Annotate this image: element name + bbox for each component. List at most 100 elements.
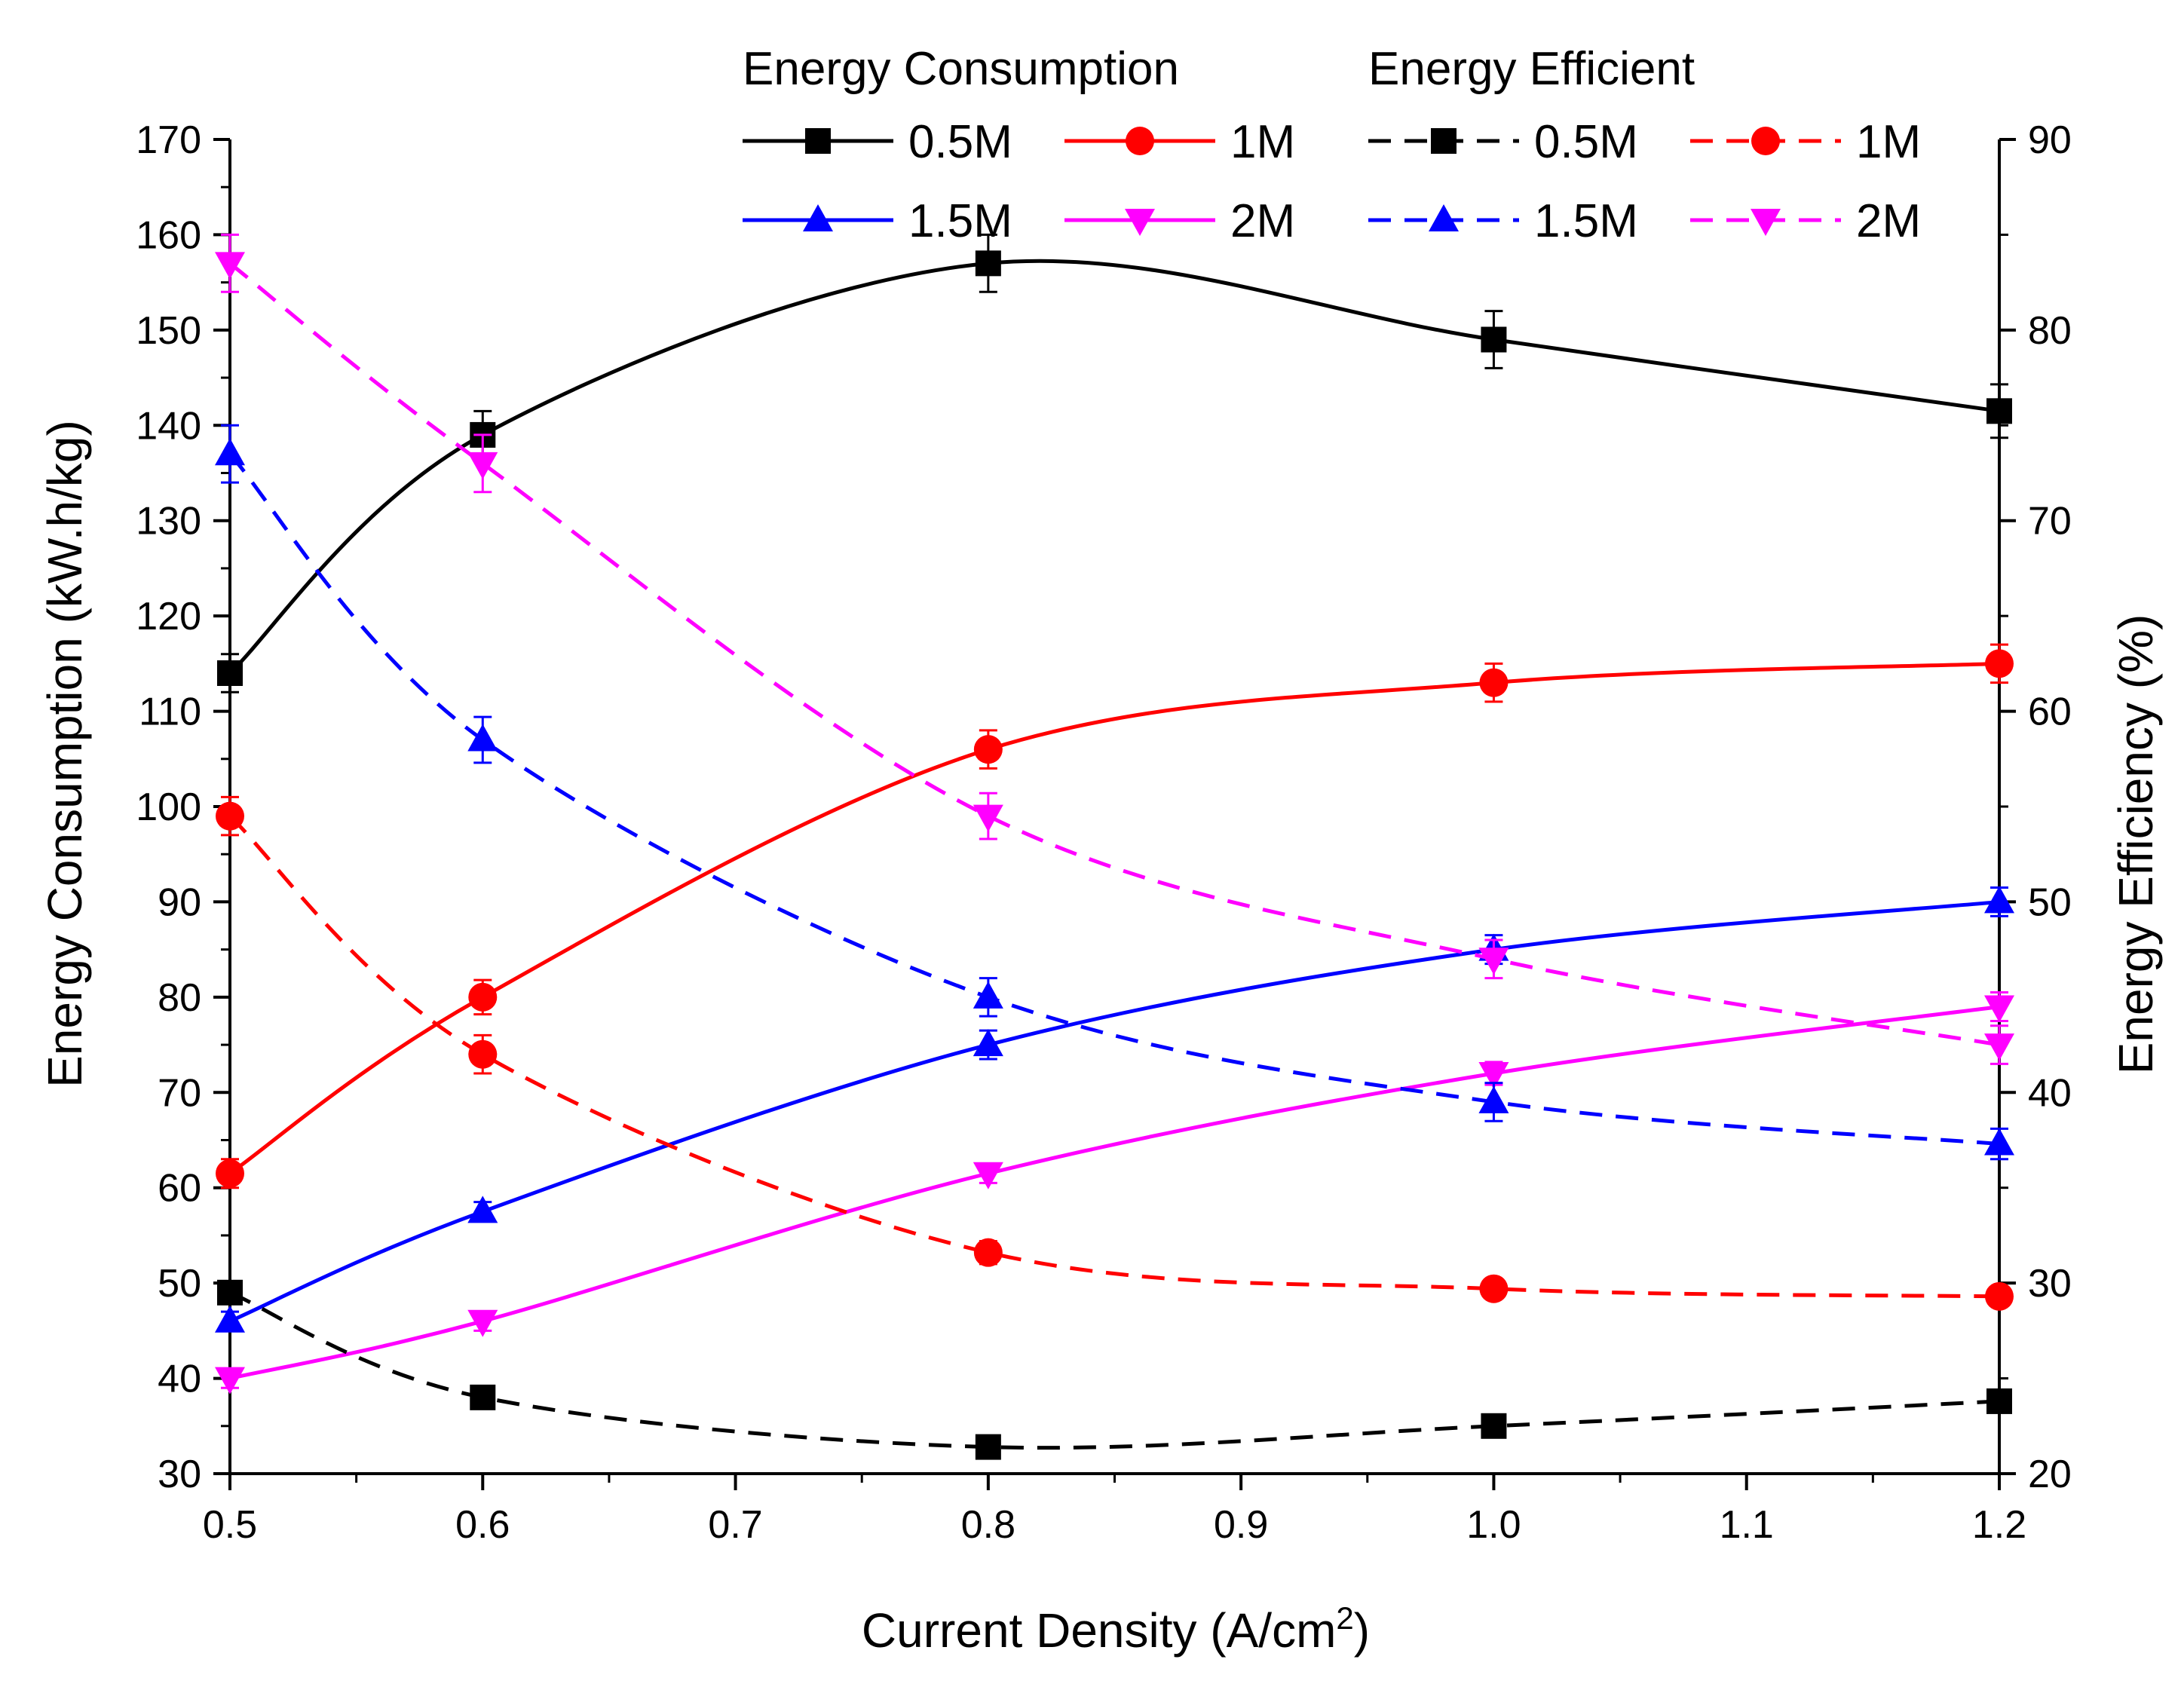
legend-marker	[1431, 128, 1457, 154]
data-point	[467, 724, 498, 752]
y-axis-right-title: Energy Efficiency (%)	[2109, 614, 2163, 1075]
series-line	[229, 1005, 2000, 1381]
legend-entry: 1M	[1690, 116, 1921, 168]
legend-entry: 0.5M	[1368, 116, 1638, 168]
y-left-tick-label: 80	[158, 976, 201, 1020]
data-point	[975, 1434, 1001, 1460]
data-point	[470, 1384, 496, 1410]
series-consumption-1M	[216, 643, 2014, 1189]
x-axis-title: Current Density (A/cm2)	[862, 1600, 1370, 1658]
data-point	[1985, 1281, 2014, 1311]
data-point	[217, 1279, 243, 1306]
y-axis-left-title: Energy Consumption (kW.h/kg)	[38, 420, 92, 1088]
data-point	[1481, 1413, 1507, 1439]
legend: 0.5M 1M 1.5M 2M 0.5M 1M 1.5M 2M	[743, 116, 1921, 247]
data-point	[1478, 1062, 1509, 1089]
legend-marker	[1126, 127, 1154, 155]
legend-entry: 2M	[1064, 195, 1295, 247]
y-left-tick-label: 50	[158, 1262, 201, 1306]
y-left-tick-label: 60	[158, 1167, 201, 1211]
series-line	[228, 661, 2000, 1175]
y-right-tick-label: 90	[2028, 118, 2072, 162]
data-point	[1984, 1128, 2014, 1156]
data-point	[215, 1305, 245, 1333]
x-tick-label: 0.7	[708, 1503, 762, 1547]
legend-label: 1M	[1230, 116, 1295, 168]
x-tick-label: 1.2	[1972, 1503, 2026, 1547]
data-point	[468, 982, 498, 1012]
legend-marker	[1125, 209, 1155, 236]
data-point	[215, 438, 245, 466]
data-point	[1984, 1033, 2014, 1061]
series-line	[228, 262, 2000, 1047]
series-consumption-2M	[215, 991, 2014, 1395]
data-point	[217, 660, 243, 686]
data-point	[467, 1196, 498, 1223]
x-tick-label: 0.9	[1214, 1503, 1268, 1547]
series-layer	[215, 233, 2014, 1460]
data-point	[468, 1039, 498, 1069]
data-point	[1481, 326, 1507, 353]
legend-label: 1M	[1856, 116, 1921, 168]
data-point	[973, 1029, 1003, 1057]
y-right-tick-label: 60	[2028, 690, 2072, 734]
y-left-tick-label: 70	[158, 1071, 201, 1115]
data-point	[1986, 1388, 2012, 1414]
legend-marker	[805, 128, 831, 154]
y-right-tick-label: 40	[2028, 1071, 2072, 1115]
series-line	[228, 814, 2000, 1299]
data-point	[215, 252, 245, 280]
series-line	[228, 259, 2000, 675]
data-point	[973, 804, 1003, 832]
legend-entry: 2M	[1690, 195, 1921, 247]
y-left-tick-label: 40	[158, 1358, 201, 1401]
y-left-tick-label: 120	[136, 595, 201, 638]
y-right-tick-label: 80	[2028, 309, 2072, 353]
x-tick-label: 0.5	[203, 1503, 257, 1547]
y-left-tick-label: 130	[136, 500, 201, 543]
series-efficiency-0.5M	[217, 1279, 2012, 1460]
y-left-tick-label: 140	[136, 404, 201, 448]
y-right-tick-label: 70	[2028, 500, 2072, 543]
legend-label: 2M	[1230, 195, 1295, 247]
legend-label: 0.5M	[1534, 116, 1638, 168]
y-left-tick-label: 110	[139, 690, 201, 734]
legend-label: 2M	[1856, 195, 1921, 247]
data-point	[1984, 995, 2014, 1023]
series-efficiency-2M	[215, 233, 2014, 1065]
data-point	[1986, 398, 2012, 424]
series-consumption-0.5M	[217, 233, 2012, 693]
legend-marker	[1751, 127, 1780, 155]
data-point	[216, 1159, 244, 1188]
data-point	[1478, 1085, 1509, 1113]
data-point	[1479, 668, 1509, 697]
legend-header-efficiency: Energy Efficient	[1368, 43, 1695, 95]
series-consumption-1.5M	[215, 886, 2014, 1333]
y-left-tick-label: 160	[136, 213, 201, 257]
data-point	[1984, 886, 2014, 914]
data-point	[1985, 649, 2014, 678]
y-right-tick-label: 20	[2028, 1453, 2072, 1496]
data-point	[1479, 1274, 1509, 1303]
x-tick-label: 1.1	[1720, 1503, 1774, 1547]
legend-entry: 0.5M	[743, 116, 1012, 168]
legend-entry: 1.5M	[1368, 195, 1638, 247]
x-tick-label: 0.8	[961, 1503, 1015, 1547]
data-point	[973, 735, 1003, 764]
y-left-tick-label: 170	[136, 118, 201, 162]
data-point	[467, 1309, 498, 1337]
y-left-tick-label: 150	[136, 309, 201, 353]
data-point	[1478, 948, 1509, 975]
legend-label: 1.5M	[908, 195, 1012, 247]
series-efficiency-1.5M	[215, 424, 2014, 1161]
legend-label: 1.5M	[1534, 195, 1638, 247]
series-line	[229, 899, 2000, 1324]
data-point	[973, 1162, 1003, 1189]
series-line	[229, 1290, 2000, 1450]
data-point	[975, 250, 1001, 277]
legend-entry: 1M	[1064, 116, 1295, 168]
x-tick-label: 1.0	[1466, 1503, 1521, 1547]
data-point	[973, 1238, 1003, 1267]
y-right-tick-label: 30	[2028, 1262, 2072, 1306]
